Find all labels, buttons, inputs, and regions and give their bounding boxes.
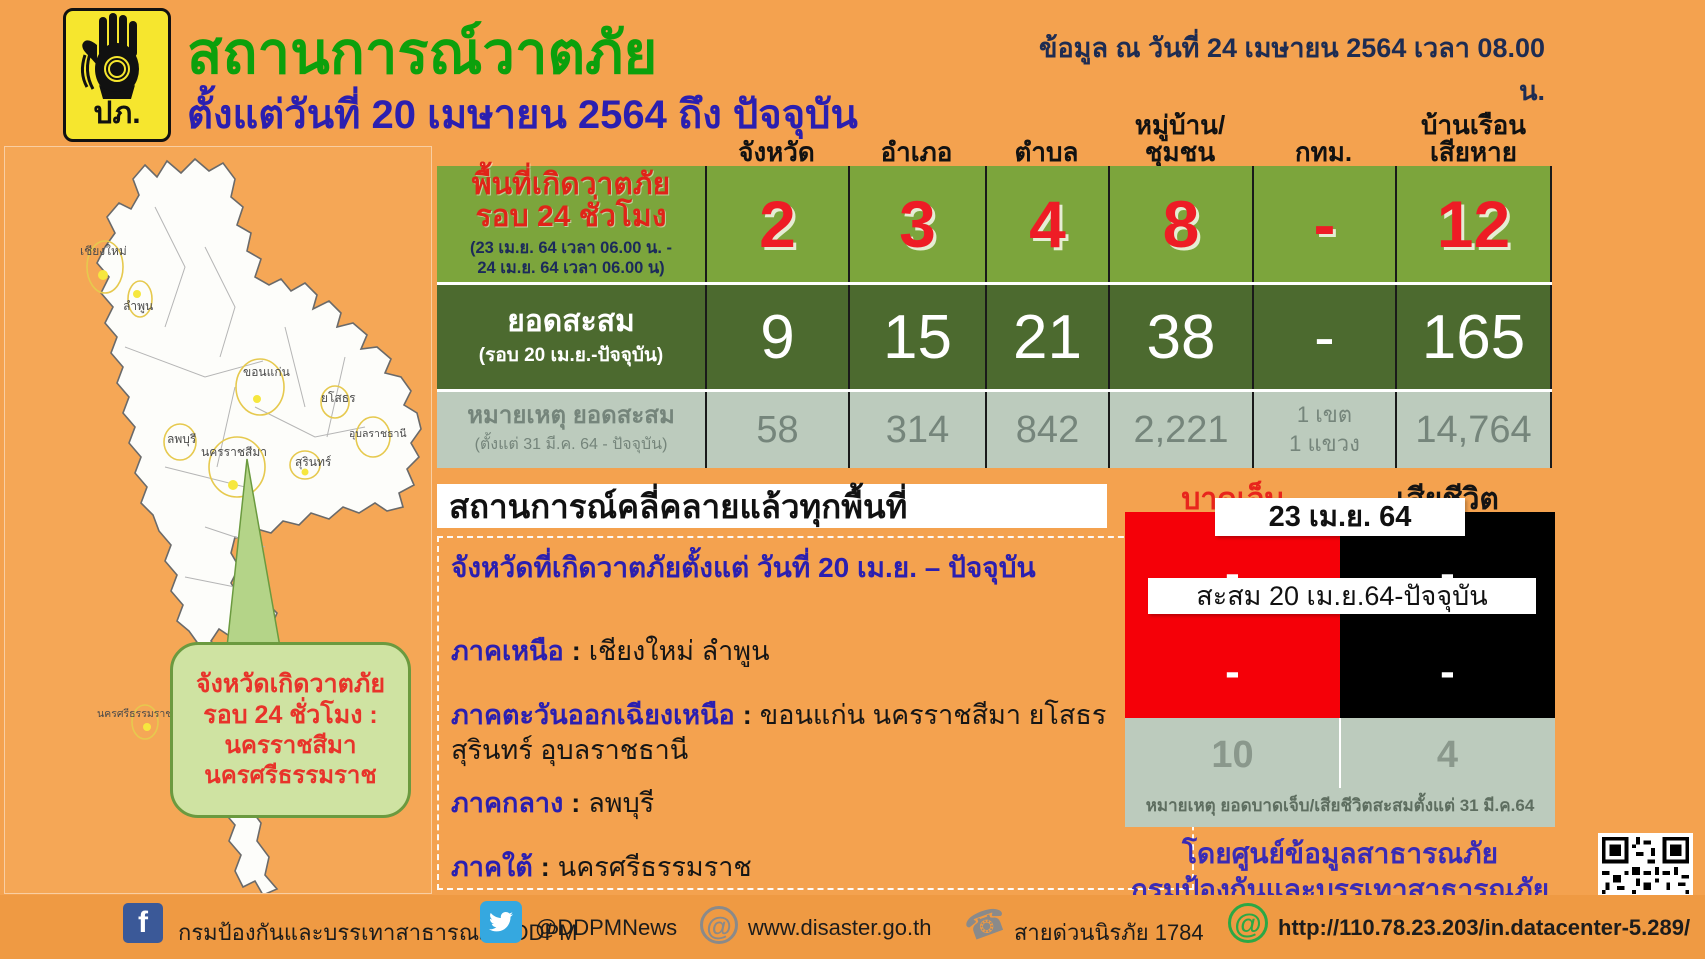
- callout-line2: รอบ 24 ชั่วโมง :: [203, 701, 378, 729]
- row-note-subdistrict: 842: [985, 392, 1108, 468]
- summary-table: พื้นที่เกิดวาตภัย รอบ 24 ชั่วโมง (23 เม.…: [437, 166, 1552, 468]
- page-title: สถานการณ์วาตภัย: [187, 21, 658, 86]
- row-24h-district: 3: [848, 166, 985, 282]
- footer-bar: [0, 895, 1705, 959]
- row-note-bkk: 1 เขต 1 แขวง: [1252, 392, 1395, 468]
- col-header-village: หมู่บ้าน/ ชุมชน: [1134, 110, 1226, 168]
- injured-since-march-value: 10: [1211, 734, 1254, 776]
- thailand-map: [86, 157, 422, 897]
- map-label-chiangmai: เชียงใหม่: [80, 244, 127, 258]
- col-header-province: จังหวัด: [738, 137, 815, 168]
- row-note-province: 58: [705, 392, 848, 468]
- deaths-since-march-value: 4: [1436, 734, 1459, 776]
- map-label-ubon: อุบลราชธานี: [349, 428, 407, 440]
- row-24h-houses: 12: [1395, 166, 1552, 282]
- highlighted-province-outlines: [86, 240, 391, 740]
- page-subtitle: ตั้งแต่วันที่ 20 เมษายน 2564 ถึง ปัจจุบั…: [187, 93, 858, 137]
- row-cumulative-bkk: -: [1252, 285, 1395, 389]
- highlighted-province-fills: [98, 270, 309, 731]
- row-cumulative-houses: 165: [1395, 285, 1552, 389]
- injured-cumulative-value: -: [1225, 647, 1240, 696]
- at-icon: @: [700, 906, 738, 944]
- row-cumulative-district: 15: [848, 285, 985, 389]
- data-as-of: ข้อมูล ณ วันที่ 24 เมษายน 2564 เวลา 08.0…: [1038, 33, 1545, 106]
- row-24h-subdistrict: 4: [985, 166, 1108, 282]
- row-note-village: 2,221: [1108, 392, 1252, 468]
- map-label-surin: สุรินทร์: [295, 455, 332, 469]
- region-south: ภาคใต้: นครศรีธรรมราช: [451, 852, 752, 882]
- callout-line3: นครราชสีมา: [224, 732, 357, 760]
- affected-provinces-box: จังหวัดที่เกิดวาตภัยตั้งแต่ วันที่ 20 เม…: [437, 536, 1194, 890]
- datacenter-url[interactable]: http://110.78.23.203/in.datacenter-5.289…: [1278, 915, 1691, 940]
- credit-line1: โดยศูนย์ข้อมูลสาธารณภัย: [1181, 838, 1499, 869]
- injured-cell: - -: [1125, 512, 1340, 718]
- deaths-cell: - -: [1340, 512, 1555, 718]
- row-24h-bkk: -: [1252, 166, 1395, 282]
- col-header-subdistrict: ตำบล: [1014, 137, 1079, 168]
- row-cumulative-label: ยอดสะสม (รอบ 20 เม.ย.-ปัจจุบัน): [437, 285, 705, 389]
- website-link[interactable]: www.disaster.go.th: [748, 915, 932, 940]
- region-north: ภาคเหนือ: เชียงใหม่ ลำพูน: [451, 636, 770, 666]
- map-label-korat: นครราชสีมา: [201, 445, 267, 459]
- map-label-nakhonsi: นครศรีธรรมราช: [97, 708, 173, 720]
- row-cumulative-province: 9: [705, 285, 848, 389]
- hotline-label[interactable]: สายด่วนนิรภัย 1784: [1014, 920, 1204, 945]
- map-label-lamphun: ลำพูน: [123, 299, 154, 313]
- region-central: ภาคกลาง: ลพบุรี: [451, 788, 655, 818]
- logo-text: ปภ.: [93, 97, 141, 130]
- col-header-bkk: กทม.: [1294, 137, 1353, 168]
- row-cumulative-subdistrict: 21: [985, 285, 1108, 389]
- cumulative-range-banner: สะสม 20 เม.ย.64-ปัจจุบัน: [1148, 578, 1536, 614]
- row-note-label: หมายเหตุ ยอดสะสม (ตั้งแต่ 31 มี.ค. 64 - …: [437, 392, 705, 468]
- map-label-lopburi: ลพบุรี: [167, 432, 197, 446]
- thailand-map-panel: เชียงใหม่ ลำพูน ขอนแก่น ยโสธร อุบลราชธาน…: [4, 146, 432, 897]
- map-callout-24h-provinces: จังหวัดเกิดวาตภัย รอบ 24 ชั่วโมง : นครรา…: [170, 642, 411, 818]
- affected-provinces-title: จังหวัดที่เกิดวาตภัยตั้งแต่ วันที่ 20 เม…: [451, 552, 1036, 583]
- facebook-icon[interactable]: f: [123, 903, 163, 943]
- map-label-yasothon: ยโสธร: [321, 391, 356, 405]
- hand-seal-icon: [80, 13, 139, 99]
- row-24h-province: 2: [705, 166, 848, 282]
- row-cumulative-village: 38: [1108, 285, 1252, 389]
- deaths-cumulative-value: -: [1440, 647, 1455, 696]
- at-icon-green: @: [1228, 903, 1268, 943]
- col-header-district: อำเภอ: [880, 137, 953, 168]
- row-24h-label: พื้นที่เกิดวาตภัย รอบ 24 ชั่วโมง (23 เม.…: [437, 166, 705, 282]
- col-header-houses-damaged: บ้านเรือน เสียหาย: [1420, 110, 1527, 168]
- map-label-khonkaen: ขอนแก่น: [243, 365, 290, 379]
- callout-line1: จังหวัดเกิดวาตภัย: [196, 669, 385, 698]
- row-note-houses: 14,764: [1395, 392, 1552, 468]
- casualties-since-march: 10 4 หมายเหตุ ยอดบาดเจ็บ/เสียชีวิตสะสมตั…: [1125, 718, 1555, 827]
- divider: [1339, 718, 1341, 788]
- daily-date-banner: 23 เม.ย. 64: [1215, 498, 1465, 536]
- status-banner: สถานการณ์คลี่คลายแล้วทุกพื้นที่: [437, 484, 1107, 528]
- twitter-handle[interactable]: @DDPMNews: [535, 915, 678, 940]
- twitter-icon[interactable]: [480, 901, 522, 943]
- ddpm-logo: ปภ.: [63, 8, 171, 142]
- callout-line4: นครศรีธรรมราช: [204, 762, 377, 790]
- summary-table-header: จังหวัด อำเภอ ตำบล หมู่บ้าน/ ชุมชน กทม. …: [437, 111, 1552, 166]
- region-northeast: ภาคตะวันออกเฉียงเหนือ: ขอนแก่น นครราชสีมา…: [451, 700, 1107, 766]
- row-note-district: 314: [848, 392, 985, 468]
- casualties-note: หมายเหตุ ยอดบาดเจ็บ/เสียชีวิตสะสมตั้งแต่…: [1145, 796, 1535, 815]
- row-24h-village: 8: [1108, 166, 1252, 282]
